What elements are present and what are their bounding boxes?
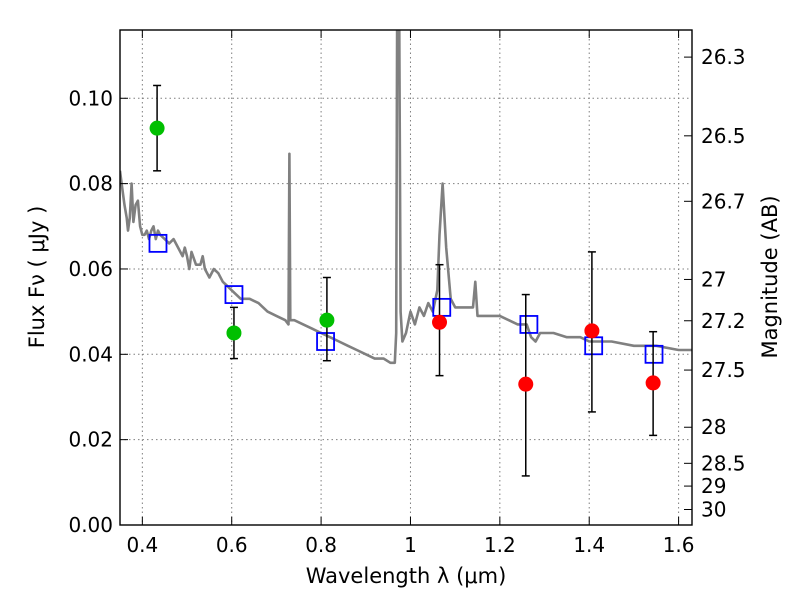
y2-axis-label: Magnitude (AB) bbox=[758, 195, 782, 358]
y-tick-label: 0.00 bbox=[68, 513, 113, 537]
x-tick-label: 0.8 bbox=[305, 533, 337, 557]
y-tick-label: 0.10 bbox=[68, 86, 113, 110]
y2-tick-label: 30 bbox=[701, 498, 726, 522]
y-tick-label: 0.02 bbox=[68, 428, 113, 452]
x-tick-label: 1.6 bbox=[663, 533, 695, 557]
y2-tick-label: 27.5 bbox=[701, 358, 746, 382]
x-tick-label: 0.6 bbox=[216, 533, 248, 557]
x-tick-label: 1 bbox=[404, 533, 417, 557]
optical-detection-point bbox=[319, 312, 335, 328]
y-axis-label: Flux Fν ( μJy ) bbox=[25, 206, 49, 349]
model-photometry-square bbox=[519, 315, 539, 334]
series-layer bbox=[120, 30, 692, 477]
x-tick-label: 0.4 bbox=[126, 533, 158, 557]
optical-detection-point bbox=[226, 325, 242, 341]
y2-tick-label: 29 bbox=[701, 474, 726, 498]
y2-tick-label: 27.2 bbox=[701, 309, 746, 333]
plot-frame bbox=[119, 29, 693, 526]
x-axis-label: Wavelength λ (μm) bbox=[306, 564, 507, 588]
near-ir-detection-point bbox=[432, 314, 448, 330]
model-photometry-square bbox=[316, 332, 335, 351]
y2-tick-label: 28.5 bbox=[701, 451, 746, 475]
y2-tick-label: 26.7 bbox=[701, 189, 746, 213]
y2-tick-label: 26.3 bbox=[701, 45, 746, 69]
y-tick-label: 0.04 bbox=[68, 342, 113, 366]
model-photometry-square bbox=[224, 285, 244, 304]
y-axis-ticks: 0.00 0.02 0.04 0.06 0.08 0.10 bbox=[68, 86, 128, 537]
model-photometry-square bbox=[148, 233, 168, 253]
x-tick-label: 1.4 bbox=[573, 533, 605, 557]
y2-tick-label: 27 bbox=[701, 267, 726, 291]
sed-model-line bbox=[120, 30, 692, 365]
y-tick-label: 0.06 bbox=[68, 257, 113, 281]
near-ir-detection-point bbox=[518, 376, 534, 392]
x-axis-ticks: 0.4 0.6 0.8 1 1.2 1.4 1.6 bbox=[126, 30, 695, 557]
y2-tick-label: 28 bbox=[701, 415, 726, 439]
near-ir-detection-point bbox=[645, 375, 661, 391]
y-tick-label: 0.08 bbox=[68, 172, 113, 196]
optical-detection-point bbox=[149, 120, 165, 136]
x-tick-label: 1.2 bbox=[484, 533, 516, 557]
grid-layer bbox=[120, 30, 692, 525]
near-ir-detection-point bbox=[584, 323, 600, 339]
model-photometry-square bbox=[644, 344, 664, 364]
y2-tick-label: 26.5 bbox=[701, 124, 746, 148]
